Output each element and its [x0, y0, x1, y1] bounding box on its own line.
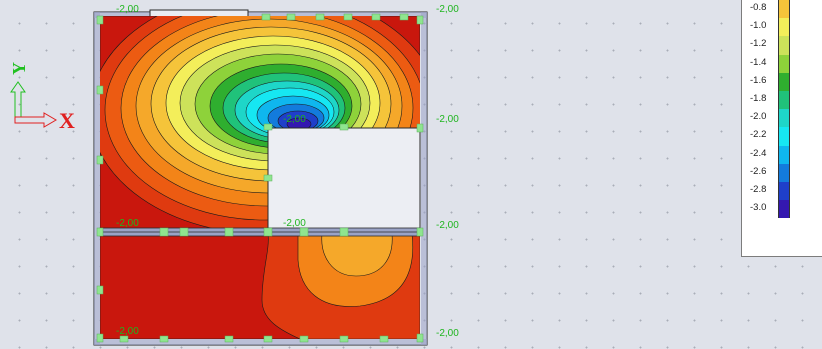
dim-label-right-2: -2,00	[436, 114, 459, 125]
legend-color-swatch	[778, 0, 790, 19]
contour-legend: -0.8 -1.0 -1.2 -1.4 -1.6 -1.8 -2.0 -2.2 -2.4 -2.6…	[741, 0, 822, 257]
legend-color-swatch	[778, 127, 790, 146]
x-axis-label: X	[59, 108, 75, 133]
dim-label-right-4: -2,00	[436, 328, 459, 339]
slab-hatch-left	[94, 12, 100, 345]
legend-item-label: -2.2	[750, 129, 767, 141]
legend-item-label: -2.8	[750, 184, 767, 195]
legend-item-label: -0.8	[750, 2, 767, 13]
x-axis-arrow-icon	[14, 112, 57, 128]
slab-hatch-top	[94, 12, 427, 18]
legend-item: -1.8	[742, 91, 822, 110]
legend-item-label: -2.6	[750, 165, 767, 177]
legend-color-swatch	[778, 91, 790, 110]
legend-item: -1.4	[742, 54, 822, 73]
legend-item: -2.8	[742, 182, 822, 201]
legend-item-label: -2.0	[750, 111, 767, 123]
legend-item-label: -1.4	[750, 56, 767, 68]
legend-item: -1.0	[742, 18, 822, 37]
legend-item: -2.0	[742, 109, 822, 128]
legend-item-label: -3.0	[750, 202, 767, 214]
lower-panel-contours	[100, 234, 420, 339]
support-markers[interactable]	[96, 13, 424, 343]
legend-color-swatch	[778, 200, 790, 219]
dim-label-bottom-left: -2,00	[116, 326, 139, 337]
legend-item: -1.6	[742, 72, 822, 91]
legend-item-label: -1.0	[750, 20, 767, 32]
legend-color-swatch	[778, 18, 790, 37]
legend-item: -2.6	[742, 163, 822, 182]
legend-item: -2.4	[742, 145, 822, 164]
axes-gizmo: X Y	[9, 62, 75, 133]
dim-label-inner-top: -2,00	[283, 114, 306, 125]
legend-item-label: -1.6	[750, 74, 767, 86]
dim-label-top-left: -2,00	[116, 4, 139, 15]
dim-label-mid-left: -2,00	[116, 218, 139, 229]
y-axis-label: Y	[9, 62, 29, 75]
legend-color-swatch	[778, 36, 790, 55]
legend-item: -1.2	[742, 36, 822, 55]
y-axis-arrow-icon	[10, 81, 26, 118]
legend-color-swatch	[778, 145, 790, 164]
legend-item: -0.8	[742, 0, 822, 19]
legend-color-swatch	[778, 182, 790, 201]
legend-color-swatch	[778, 109, 790, 128]
dim-label-right-1: -2,00	[436, 4, 459, 15]
legend-item: -3.0	[742, 200, 822, 219]
legend-item-label: -1.2	[750, 38, 767, 50]
legend-color-swatch	[778, 54, 790, 73]
legend-item: -2.2	[742, 127, 822, 146]
dim-label-mid-center: -2,00	[283, 218, 306, 229]
legend-item-label: -1.8	[750, 93, 767, 104]
legend-item-label: -2.4	[750, 147, 767, 159]
slab-hatch-bottom	[94, 339, 427, 345]
dim-label-right-3: -2,00	[436, 220, 459, 231]
legend-color-swatch	[778, 163, 790, 182]
slab-cutout	[267, 127, 421, 231]
slab-hatch-right	[421, 12, 427, 345]
legend-color-swatch	[778, 72, 790, 91]
